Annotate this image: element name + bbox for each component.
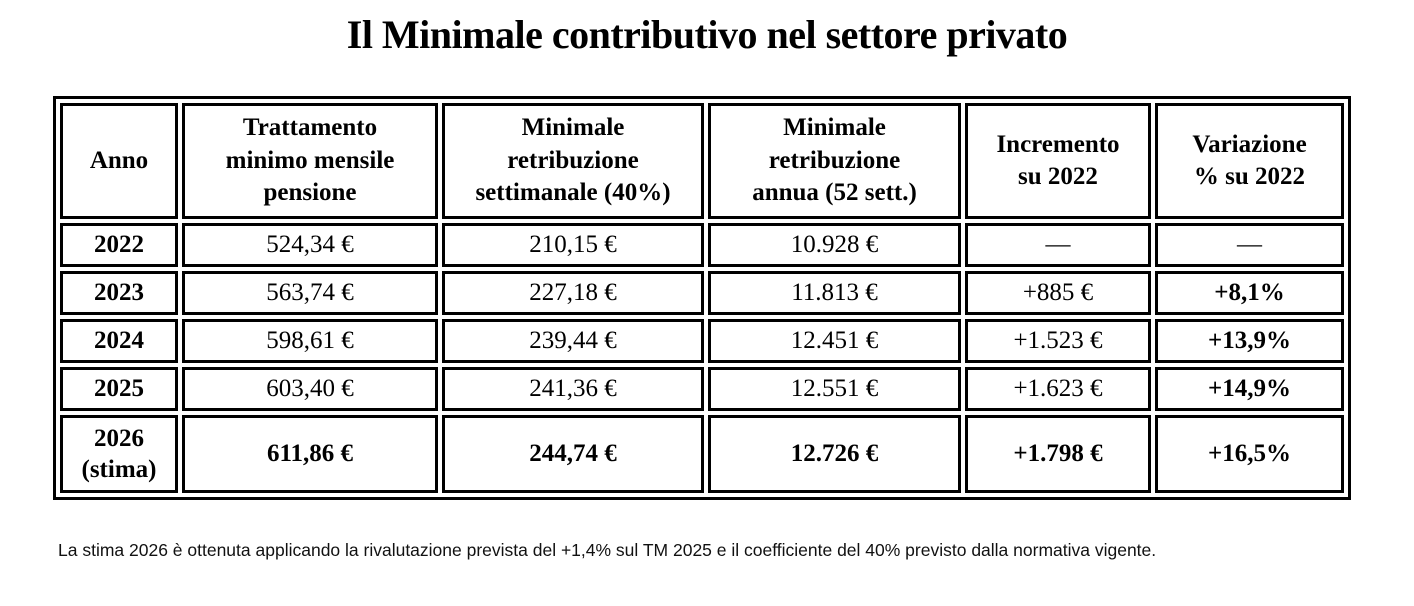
year-cell: 2024	[60, 319, 178, 363]
footnote-2026-estimate: La stima 2026 è ottenuta applicando la r…	[58, 540, 1157, 560]
settimanale-cell: 227,18 €	[442, 271, 704, 315]
trattamento-cell: 598,61 €	[182, 319, 438, 363]
annuo-cell: 10.928 €	[708, 223, 961, 267]
year-cell: 2025	[60, 367, 178, 411]
settimanale-cell: 210,15 €	[442, 223, 704, 267]
col-header-minimale-settimanale: Minimale retribuzione settimanale (40%)	[442, 103, 704, 219]
table-row-2025: 2025 603,40 € 241,36 € 12.551 € +1.623 €…	[60, 367, 1344, 411]
table-row-2023: 2023 563,74 € 227,18 € 11.813 € +885 € +…	[60, 271, 1344, 315]
settimanale-cell: 239,44 €	[442, 319, 704, 363]
variazione-cell: +13,9%	[1155, 319, 1344, 363]
trattamento-cell: 524,34 €	[182, 223, 438, 267]
incremento-cell: +885 €	[965, 271, 1151, 315]
table-header-row: Anno Trattamento minimo mensile pensione…	[60, 103, 1344, 219]
annuo-cell: 11.813 €	[708, 271, 961, 315]
variazione-cell: +8,1%	[1155, 271, 1344, 315]
variazione-cell: —	[1155, 223, 1344, 267]
trattamento-cell: 563,74 €	[182, 271, 438, 315]
incremento-cell: —	[965, 223, 1151, 267]
settimanale-cell: 244,74 €	[442, 415, 704, 493]
col-header-variazione: Variazione % su 2022	[1155, 103, 1344, 219]
annuo-cell: 12.726 €	[708, 415, 961, 493]
col-header-trattamento-minimo: Trattamento minimo mensile pensione	[182, 103, 438, 219]
incremento-cell: +1.798 €	[965, 415, 1151, 493]
variazione-cell: +14,9%	[1155, 367, 1344, 411]
settimanale-cell: 241,36 €	[442, 367, 704, 411]
incremento-cell: +1.523 €	[965, 319, 1151, 363]
table-row-2026-stima: 2026 (stima) 611,86 € 244,74 € 12.726 € …	[60, 415, 1344, 493]
variazione-cell: +16,5%	[1155, 415, 1344, 493]
incremento-cell: +1.623 €	[965, 367, 1151, 411]
year-cell: 2022	[60, 223, 178, 267]
contributivo-table: Anno Trattamento minimo mensile pensione…	[53, 96, 1351, 500]
table-row-2022: 2022 524,34 € 210,15 € 10.928 € — —	[60, 223, 1344, 267]
col-header-incremento: Incremento su 2022	[965, 103, 1151, 219]
page-title: Il Minimale contributivo nel settore pri…	[346, 12, 1068, 57]
annuo-cell: 12.551 €	[708, 367, 961, 411]
year-cell: 2023	[60, 271, 178, 315]
col-header-minimale-annuo: Minimale retribuzione annua (52 sett.)	[708, 103, 961, 219]
trattamento-cell: 603,40 €	[182, 367, 438, 411]
trattamento-cell: 611,86 €	[182, 415, 438, 493]
year-cell: 2026 (stima)	[60, 415, 178, 493]
table-row-2024: 2024 598,61 € 239,44 € 12.451 € +1.523 €…	[60, 319, 1344, 363]
annuo-cell: 12.451 €	[708, 319, 961, 363]
col-header-anno: Anno	[60, 103, 178, 219]
